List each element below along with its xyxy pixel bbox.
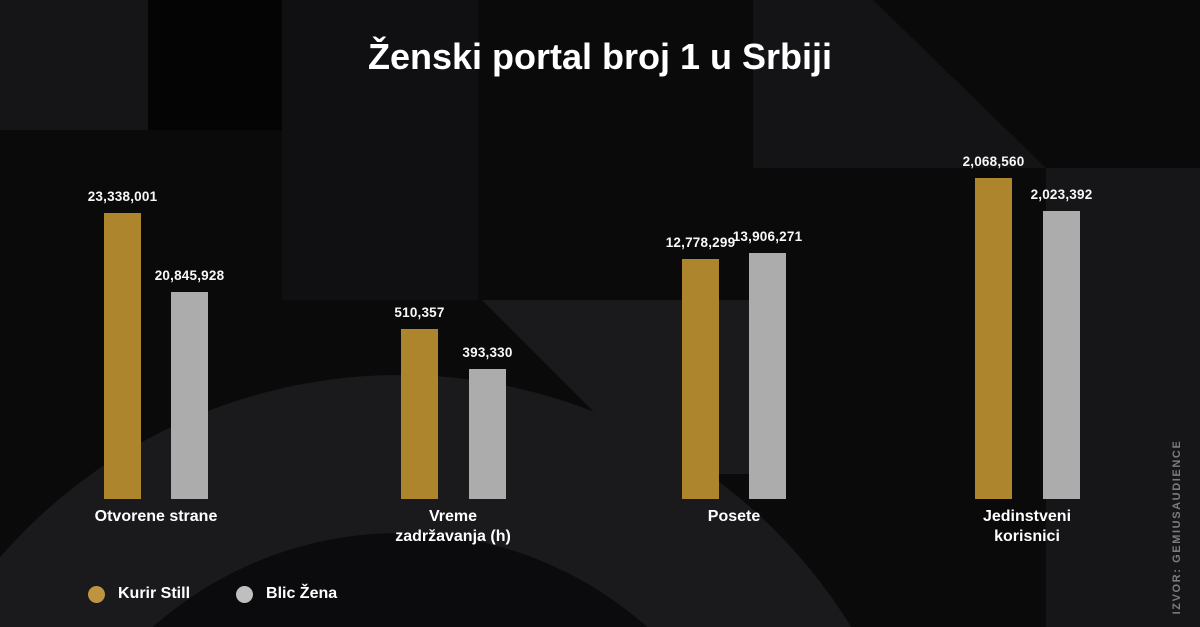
source-note: IZVOR: GEMIUSAUDIENCE <box>1171 439 1183 615</box>
page-title: Ženski portal broj 1 u Srbiji <box>367 36 833 77</box>
value-label: 2,068,560 <box>962 154 1025 169</box>
value-label: 23,338,001 <box>87 189 158 204</box>
legend-swatch-gold-icon <box>88 585 105 603</box>
category-label: Vreme zadržavanja (h) <box>395 508 511 545</box>
background-tile-top-left <box>0 0 148 130</box>
value-label: 2,023,392 <box>1030 187 1093 202</box>
bar-blic-žena <box>749 253 786 499</box>
legend-item-kurir-still: Kurir Still <box>88 585 190 603</box>
legend-label: Blic Žena <box>266 585 338 602</box>
background-panel-diagonal-top-right <box>753 0 1046 168</box>
legend-item-blic-zena: Blic Žena <box>236 585 337 603</box>
bar-kurir-still <box>104 213 141 499</box>
category-label: Posete <box>707 508 761 525</box>
bar-kurir-still <box>682 259 719 499</box>
background-tile-dark <box>148 0 282 130</box>
bar-blic-žena <box>1043 211 1080 499</box>
category-label: Jedinstveni korisnici <box>982 508 1072 545</box>
value-label: 393,330 <box>462 345 513 360</box>
value-label: 13,906,271 <box>732 229 803 244</box>
legend-swatch-gray-icon <box>236 585 254 603</box>
legend: Kurir Still Blic Žena <box>88 585 337 603</box>
value-label: 12,778,299 <box>665 235 736 250</box>
bar-blic-žena <box>469 369 506 499</box>
bar-kurir-still <box>975 178 1012 499</box>
value-label: 510,357 <box>394 305 445 320</box>
legend-label: Kurir Still <box>118 585 191 602</box>
bar-blic-žena <box>171 292 208 499</box>
bar-kurir-still <box>401 329 438 499</box>
category-label: Otvorene strane <box>94 508 218 525</box>
background-ring-inner-circle <box>152 533 648 627</box>
background-tile-column <box>282 0 478 300</box>
value-label: 20,845,928 <box>154 268 225 283</box>
